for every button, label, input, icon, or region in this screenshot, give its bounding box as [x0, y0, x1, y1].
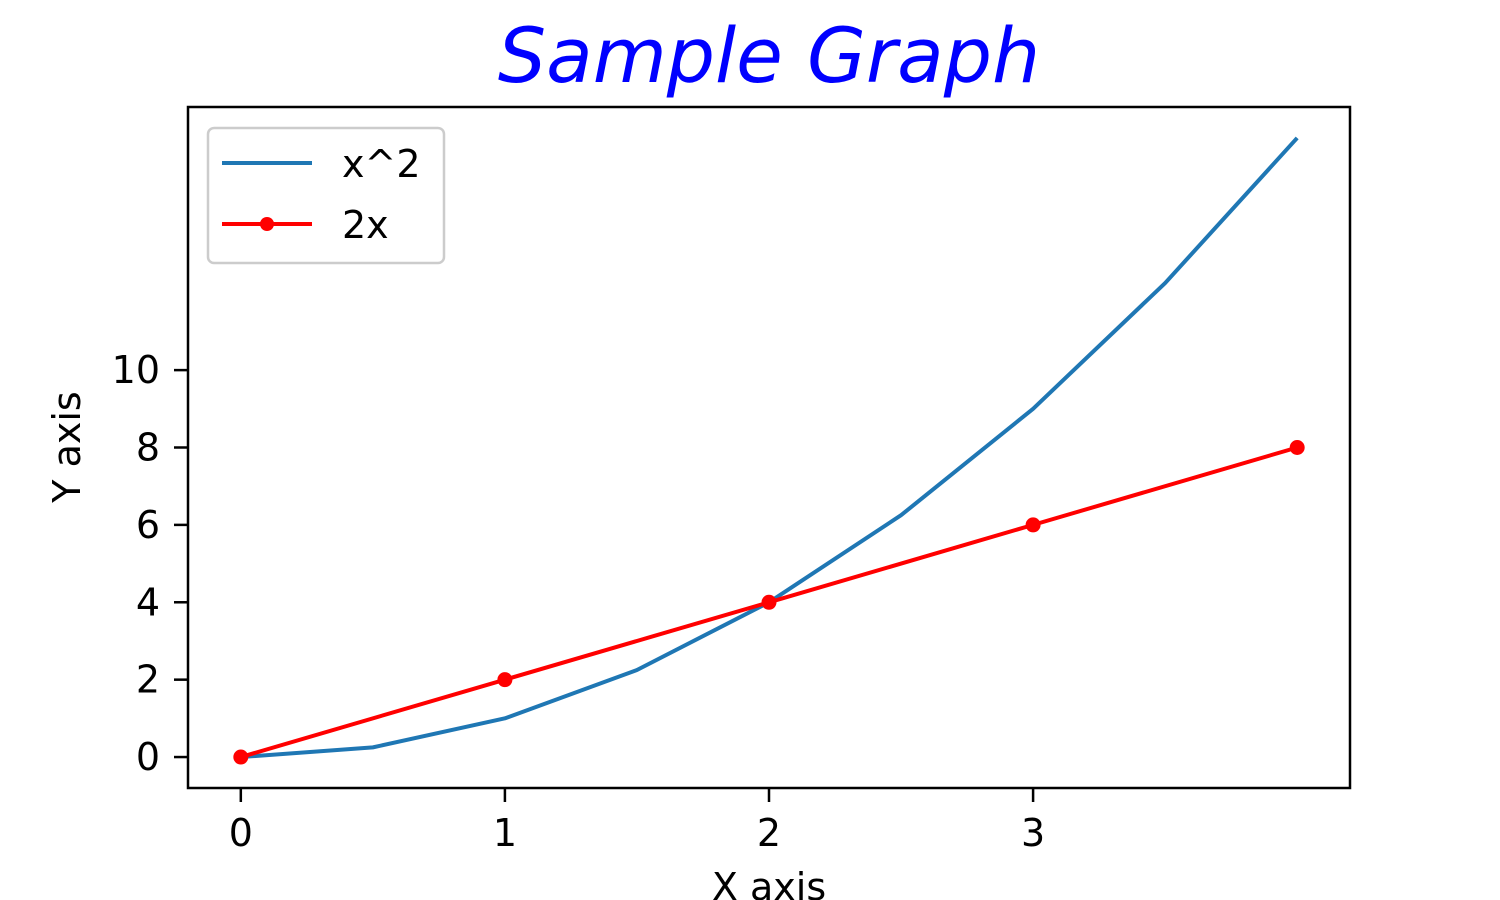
legend: x^2 2x	[206, 126, 446, 265]
series-point-1	[761, 594, 777, 610]
y-tick-label: 2	[136, 658, 160, 702]
series-point-1	[1025, 517, 1041, 533]
series-point-1	[233, 749, 249, 765]
chart-title: Sample Graph	[498, 11, 1040, 100]
legend-marker-2x	[260, 217, 274, 231]
x-tick-label: 0	[229, 811, 253, 855]
y-axis-label: Y axis	[45, 391, 89, 503]
x-tick-label: 1	[493, 811, 517, 855]
series-layer	[233, 136, 1305, 765]
series-point-1	[497, 672, 513, 688]
x-tick-label: 3	[1021, 811, 1045, 855]
x-axis: 0 1 2 3	[229, 788, 1045, 855]
y-axis: 0 2 4 6 8 10	[112, 348, 188, 779]
legend-label-x2: x^2	[342, 142, 421, 186]
legend-label-2x: 2x	[342, 203, 389, 247]
series-point-1	[1289, 440, 1305, 455]
x-axis-label: X axis	[712, 865, 826, 900]
y-tick-label: 10	[112, 348, 160, 392]
y-tick-label: 0	[136, 735, 160, 779]
y-tick-label: 8	[136, 426, 160, 470]
x-tick-label: 2	[757, 811, 781, 855]
y-tick-label: 6	[136, 503, 160, 547]
y-tick-label: 4	[136, 580, 160, 624]
